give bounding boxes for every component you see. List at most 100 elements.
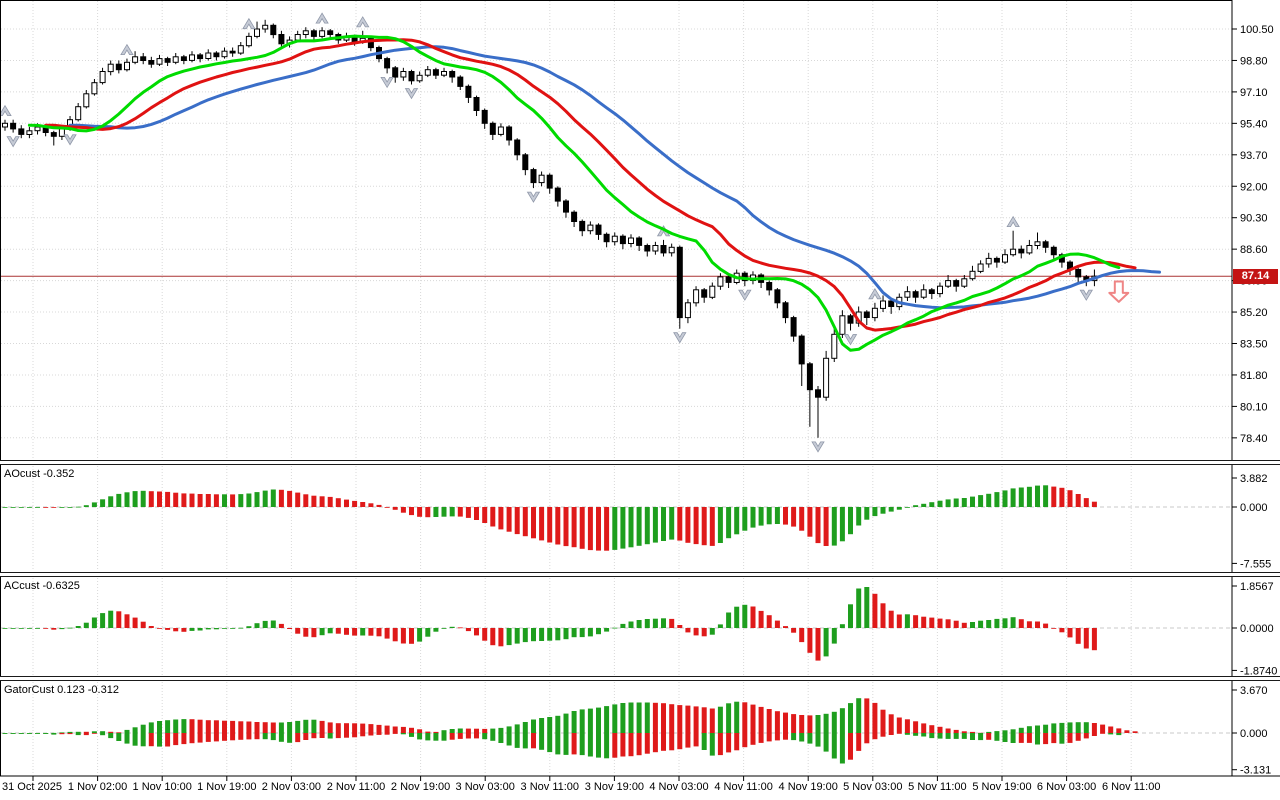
histogram-bar <box>644 702 650 733</box>
histogram-bar <box>26 507 32 508</box>
histogram-bar <box>116 493 122 507</box>
histogram-bar <box>644 619 650 628</box>
fractal-down-icon <box>811 441 825 453</box>
histogram-bar <box>555 628 561 641</box>
histogram-bar <box>392 628 398 642</box>
histogram-bar <box>669 704 675 733</box>
histogram-bar <box>181 733 187 745</box>
histogram-bar <box>913 721 919 733</box>
histogram-bar <box>222 628 227 629</box>
histogram-bar <box>238 627 244 629</box>
histogram-bar <box>929 502 935 507</box>
histogram-bar <box>140 724 146 733</box>
histogram-bar <box>482 507 488 523</box>
histogram-bar <box>246 626 252 628</box>
candle-bearish <box>912 291 919 298</box>
histogram-bar <box>75 506 81 508</box>
histogram-bar <box>831 507 837 546</box>
histogram-bar <box>270 489 276 507</box>
histogram-bar <box>35 507 40 508</box>
ac-window-area[interactable] <box>1 578 1232 675</box>
histogram-bar <box>677 733 683 750</box>
histogram-bar <box>18 733 24 734</box>
histogram-bar <box>848 733 853 760</box>
histogram-bar <box>335 733 341 739</box>
histogram-bar <box>994 618 1000 628</box>
histogram-bar <box>1091 733 1097 736</box>
histogram-bar <box>1116 733 1122 736</box>
indicator-label-gator[interactable]: GatorCust 0.123 -0.312 <box>4 684 119 696</box>
histogram-bar <box>295 720 301 733</box>
histogram-bar <box>1035 485 1040 507</box>
candle-bearish <box>457 76 464 87</box>
histogram-bar <box>644 507 650 545</box>
histogram-bar <box>1051 733 1057 744</box>
candle-bullish <box>107 63 114 73</box>
histogram-bar <box>701 707 707 733</box>
candle-bullish <box>302 30 309 35</box>
histogram-bar <box>376 733 382 735</box>
time-axis-label: 6 Nov 11:00 <box>1102 781 1161 793</box>
candle-bearish <box>278 34 285 45</box>
fractal-down-icon <box>673 332 687 344</box>
histogram-bar <box>669 507 675 540</box>
main-chart-area[interactable] <box>1 1 1232 460</box>
histogram-bar <box>287 722 293 733</box>
candle-bearish <box>1075 269 1082 278</box>
histogram-bar <box>839 507 845 542</box>
histogram-bar <box>400 628 406 644</box>
histogram-bar <box>978 495 984 507</box>
histogram-bar <box>579 628 585 638</box>
histogram-bar <box>498 727 504 733</box>
window-divider[interactable] <box>0 460 1280 465</box>
candle-bearish <box>888 300 895 307</box>
histogram-bar <box>335 628 341 634</box>
candle-bearish <box>790 317 797 337</box>
fractal-up-icon <box>1006 215 1020 228</box>
histogram-bar <box>319 720 325 733</box>
window-divider[interactable] <box>0 572 1280 577</box>
histogram-bar <box>75 731 81 733</box>
histogram-bar <box>205 733 211 742</box>
histogram-bar <box>1100 724 1106 733</box>
fractal-down-icon <box>63 134 77 146</box>
indicator-axis-label: 0.000 <box>1240 728 1268 740</box>
histogram-bar <box>67 507 73 508</box>
price-axis-label: 78.40 <box>1240 433 1268 445</box>
candle-bullish <box>172 56 179 63</box>
histogram-bar <box>742 604 748 628</box>
histogram-bar <box>783 626 788 628</box>
indicator-label-ac[interactable]: ACcust -0.6325 <box>4 580 80 592</box>
time-axis[interactable] <box>0 777 1280 800</box>
histogram-bar <box>311 733 317 739</box>
histogram-bar <box>116 733 122 741</box>
candle-bearish <box>489 122 496 135</box>
chart-frame-top <box>0 0 1232 1</box>
histogram-bar <box>400 726 406 733</box>
histogram-bar <box>620 703 626 733</box>
histogram-bar <box>953 729 959 733</box>
histogram-bar <box>758 610 764 628</box>
histogram-bar <box>864 507 870 520</box>
histogram-bar <box>498 733 504 743</box>
histogram-bar <box>555 715 561 733</box>
price-axis[interactable] <box>1232 0 1280 776</box>
histogram-bar <box>1067 490 1073 507</box>
histogram-bar <box>335 723 341 733</box>
histogram-bar <box>132 491 138 507</box>
window-divider[interactable] <box>0 676 1280 681</box>
fractal-down-icon <box>738 289 752 301</box>
histogram-bar <box>856 588 862 628</box>
histogram-bar <box>921 723 927 733</box>
histogram-bar <box>246 721 252 733</box>
histogram-bar <box>83 505 89 507</box>
histogram-bar <box>335 498 341 507</box>
indicator-label-ao[interactable]: AOcust -0.352 <box>4 468 75 480</box>
price-axis-label: 98.80 <box>1240 56 1268 68</box>
candle-bullish <box>709 285 716 298</box>
fractal-down-icon <box>526 191 541 203</box>
histogram-bar <box>839 624 845 628</box>
histogram-bar <box>238 721 244 733</box>
histogram-bar <box>1059 733 1065 744</box>
